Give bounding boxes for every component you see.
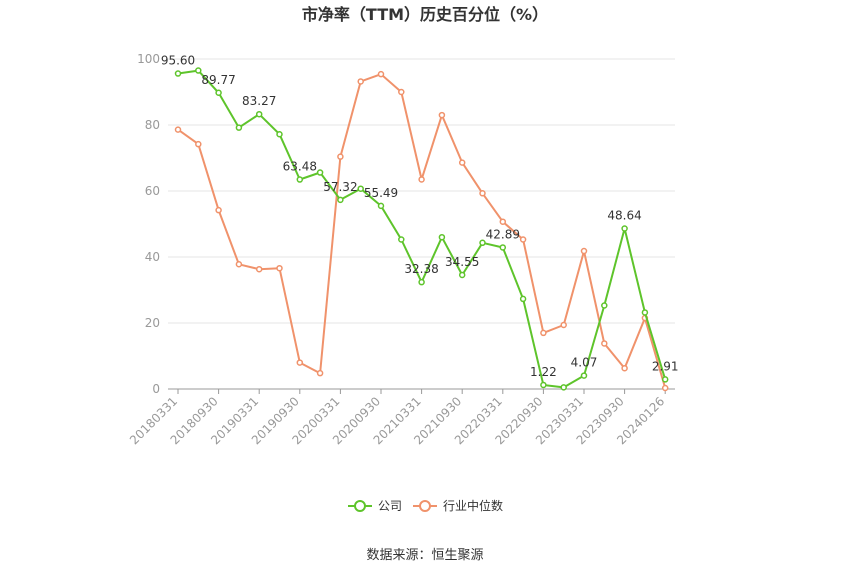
legend-industry-label: 行业中位数: [443, 498, 503, 513]
data-point-company: [255, 110, 263, 118]
data-point-company: [276, 130, 283, 138]
data-point-company: [174, 70, 182, 77]
legend[interactable]: 公司 行业中位数: [348, 498, 503, 513]
data-point-industry: [438, 111, 446, 119]
legend-company-label: 公司: [378, 499, 402, 513]
data-point-company: [337, 196, 344, 204]
y-axis-ticks: 0 20 40 60 80 100: [137, 52, 160, 396]
data-label: 1.22: [530, 365, 557, 379]
data-point-company: [195, 67, 202, 74]
data-point-industry: [479, 190, 486, 197]
data-point-company: [621, 225, 628, 232]
legend-item-company[interactable]: 公司: [348, 499, 402, 513]
data-label: 32.38: [404, 262, 438, 276]
data-point-industry: [215, 206, 222, 214]
data-point-company: [235, 124, 243, 131]
data-point-industry: [316, 369, 324, 377]
data-point-industry: [601, 340, 608, 347]
data-label: 2.91: [652, 359, 679, 373]
data-point-industry: [235, 261, 243, 268]
data-point-company: [540, 381, 547, 389]
data-point-industry: [661, 384, 669, 392]
y-tick-label: 0: [152, 382, 160, 396]
data-label: 42.89: [486, 227, 520, 241]
data-point-industry: [276, 264, 283, 272]
data-label: 63.48: [283, 160, 317, 174]
data-point-industry: [560, 321, 567, 329]
y-tick-label: 60: [145, 184, 160, 198]
data-point-industry: [296, 359, 304, 366]
data-point-company: [357, 185, 364, 192]
data-point-company: [418, 278, 425, 286]
data-point-company: [438, 233, 446, 241]
data-point-company: [215, 89, 222, 97]
data-label: 48.64: [607, 208, 641, 222]
data-point-company: [601, 302, 608, 309]
y-tick-label: 100: [137, 52, 160, 66]
series-layer: [174, 67, 669, 392]
data-point-company: [316, 169, 324, 176]
data-point-industry: [580, 247, 588, 255]
data-label: 95.60: [161, 54, 195, 68]
legend-industry-marker: [419, 500, 431, 512]
data-point-company: [296, 176, 304, 183]
data-label: 83.27: [242, 94, 276, 108]
data-point-company: [479, 239, 486, 247]
data-label: 4.07: [571, 356, 598, 370]
data-point-company: [398, 236, 405, 243]
data-point-industry: [174, 126, 182, 133]
chart-title: 市净率（TTM）历史百分位（%）: [302, 5, 548, 24]
data-point-industry: [499, 218, 507, 225]
legend-company-marker: [354, 500, 366, 512]
data-point-industry: [540, 329, 547, 337]
series-line-industry: [177, 73, 667, 389]
x-axis-ticks: 2018033120180930201903312019093020200331…: [127, 389, 667, 447]
data-point-industry: [337, 153, 344, 160]
data-label: 57.32: [323, 180, 357, 194]
data-label: 55.49: [364, 186, 398, 200]
data-point-company: [641, 309, 649, 316]
y-tick-label: 40: [145, 250, 160, 264]
data-point-industry: [621, 364, 628, 372]
data-labels: 95.60 89.77 83.27 63.48 57.32 55.49 32.38 34.55…: [161, 54, 679, 379]
data-point-industry: [398, 88, 405, 96]
data-point-industry: [357, 78, 364, 85]
data-point-company: [499, 244, 507, 251]
y-tick-label: 20: [145, 316, 160, 330]
data-point-company: [458, 271, 466, 279]
series-line-company: [177, 69, 667, 389]
data-point-industry: [418, 176, 425, 183]
data-point-industry: [377, 70, 385, 78]
data-point-company: [519, 295, 527, 303]
data-point-company: [560, 384, 567, 391]
data-point-company: [661, 376, 669, 383]
data-point-company: [580, 372, 588, 379]
source-note: 数据来源：恒生聚源: [366, 548, 483, 563]
data-point-industry: [255, 265, 263, 273]
data-label: 34.55: [445, 255, 479, 269]
data-point-industry: [195, 140, 202, 148]
y-tick-label: 80: [145, 118, 160, 132]
data-point-industry: [519, 236, 527, 243]
legend-item-industry[interactable]: 行业中位数: [413, 498, 503, 513]
grid-lines: [168, 58, 675, 324]
data-label: 89.77: [201, 73, 235, 87]
data-point-company: [377, 202, 385, 210]
data-point-industry: [458, 159, 466, 166]
